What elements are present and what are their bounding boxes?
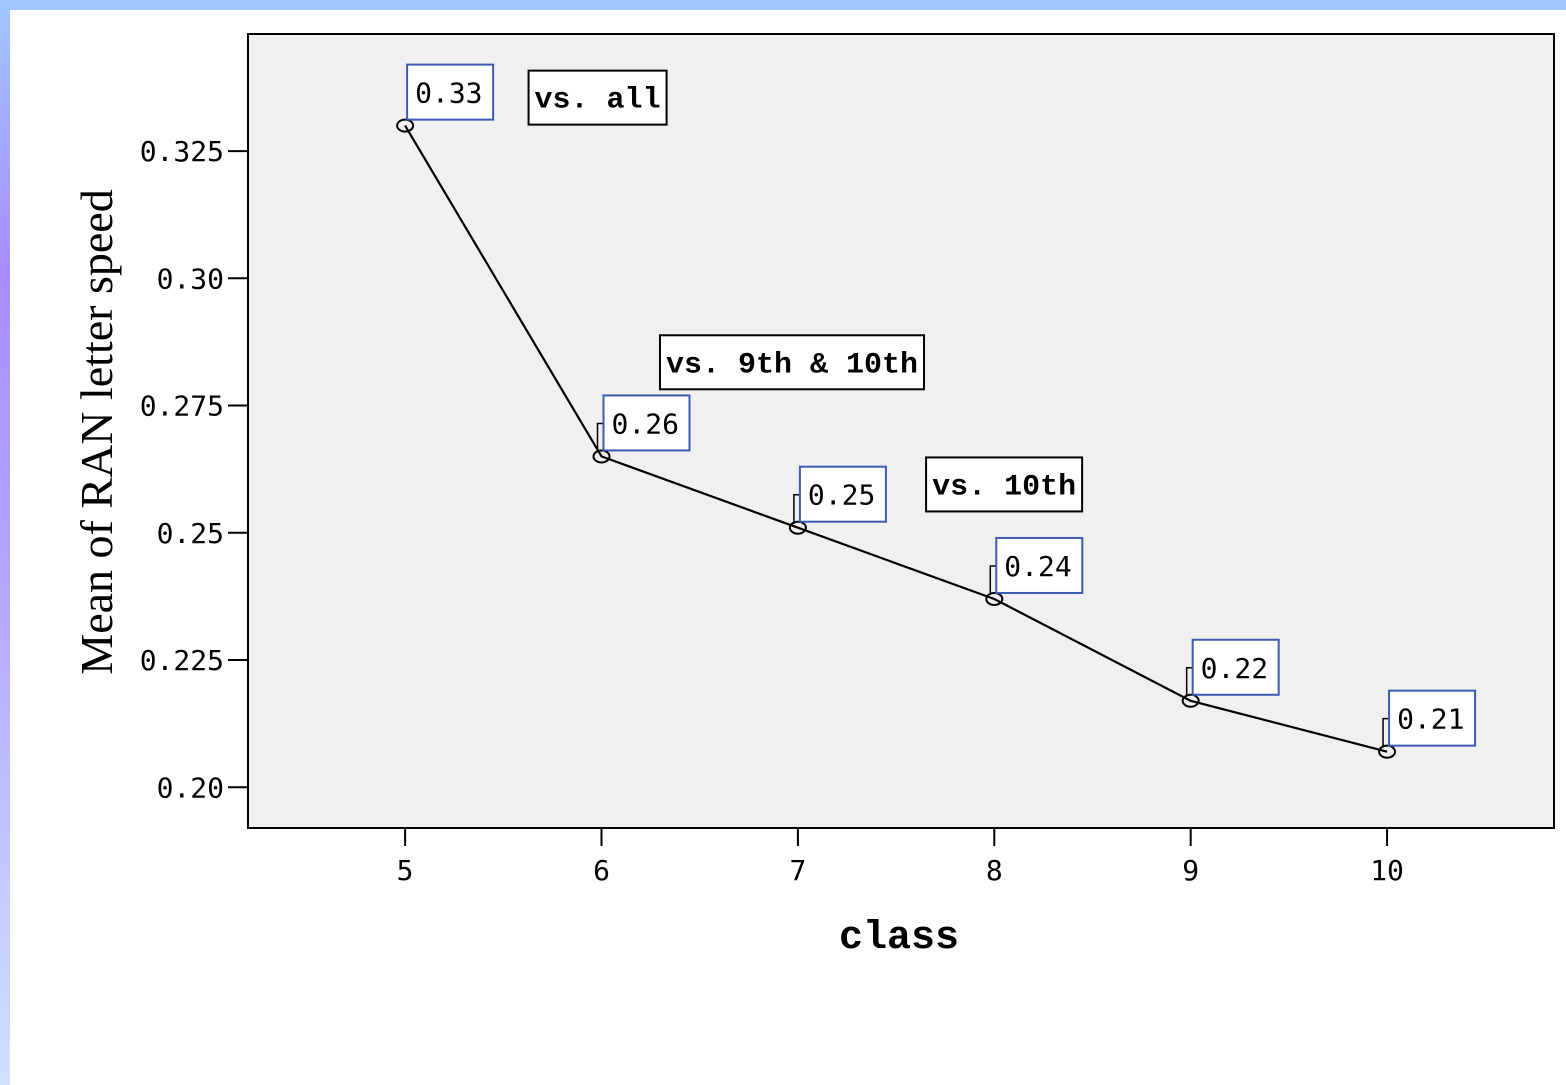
data-label: 0.26 bbox=[596, 394, 691, 453]
annotation-box: vs. 10th bbox=[925, 456, 1084, 513]
data-label-text: 0.33 bbox=[415, 77, 482, 110]
x-axis-title: class bbox=[839, 916, 959, 961]
left-decorative-strip bbox=[0, 0, 10, 1085]
data-label-text: 0.25 bbox=[808, 479, 875, 512]
annotation-box: vs. 9th & 10th bbox=[658, 334, 926, 391]
data-point bbox=[1181, 693, 1200, 708]
annotation-border bbox=[658, 334, 926, 391]
data-label-box bbox=[798, 465, 887, 523]
x-tick-label: 10 bbox=[1370, 854, 1404, 887]
y-axis-title: Mean of RAN letter speed bbox=[71, 189, 122, 674]
data-point bbox=[985, 591, 1004, 606]
data-label: 0.24 bbox=[989, 536, 1084, 595]
data-labels: 0.33 0.26 0.25 0.24 0.22 0.21 bbox=[406, 63, 1477, 748]
series-line bbox=[404, 125, 1388, 753]
y-tick-label: 0.30 bbox=[157, 262, 224, 295]
x-tick-label: 8 bbox=[986, 854, 1003, 887]
y-tick-label: 0.225 bbox=[140, 644, 224, 677]
data-label-box bbox=[995, 536, 1084, 594]
annotation-border bbox=[527, 69, 668, 126]
annotation-border bbox=[925, 456, 1084, 513]
data-label-text: 0.22 bbox=[1201, 652, 1268, 685]
data-label-text: 0.24 bbox=[1004, 550, 1071, 583]
top-decorative-strip bbox=[0, 0, 1566, 10]
y-tick-label: 0.20 bbox=[157, 771, 224, 804]
annotation-text: vs. 9th & 10th bbox=[666, 348, 918, 382]
annotation-box: vs. all bbox=[527, 69, 668, 126]
data-label-box bbox=[1388, 689, 1477, 747]
data-label-text: 0.26 bbox=[612, 407, 679, 440]
x-tick-label: 5 bbox=[397, 854, 414, 887]
data-label-box bbox=[602, 394, 691, 452]
annotation-text: vs. all bbox=[535, 84, 661, 118]
data-label: 0.33 bbox=[406, 63, 495, 121]
data-label-box bbox=[1191, 638, 1280, 696]
y-tick-label: 0.275 bbox=[140, 390, 224, 423]
data-points bbox=[396, 118, 1397, 759]
data-label-box bbox=[406, 63, 495, 121]
y-axis: 0.20 0.225 0.25 0.275 0.30 0.325 bbox=[140, 135, 248, 804]
data-label: 0.21 bbox=[1382, 689, 1477, 748]
x-tick-label: 9 bbox=[1182, 854, 1199, 887]
data-label: 0.25 bbox=[793, 465, 887, 524]
annotation-text: vs. 10th bbox=[932, 470, 1076, 504]
x-tick-label: 6 bbox=[593, 854, 610, 887]
x-tick-label: 7 bbox=[789, 854, 806, 887]
data-label-text: 0.21 bbox=[1397, 703, 1464, 736]
data-point bbox=[1378, 744, 1397, 759]
data-label: 0.22 bbox=[1185, 638, 1280, 697]
annotations: vs. all vs. 9th & 10th vs. 10th bbox=[527, 69, 1084, 513]
plot-area bbox=[247, 33, 1555, 829]
y-tick-label: 0.325 bbox=[140, 135, 224, 168]
x-axis: 5 6 7 8 9 10 bbox=[397, 828, 1404, 887]
data-point bbox=[788, 520, 807, 535]
y-tick-label: 0.25 bbox=[157, 517, 224, 550]
data-point bbox=[396, 118, 415, 133]
data-point bbox=[592, 449, 611, 464]
